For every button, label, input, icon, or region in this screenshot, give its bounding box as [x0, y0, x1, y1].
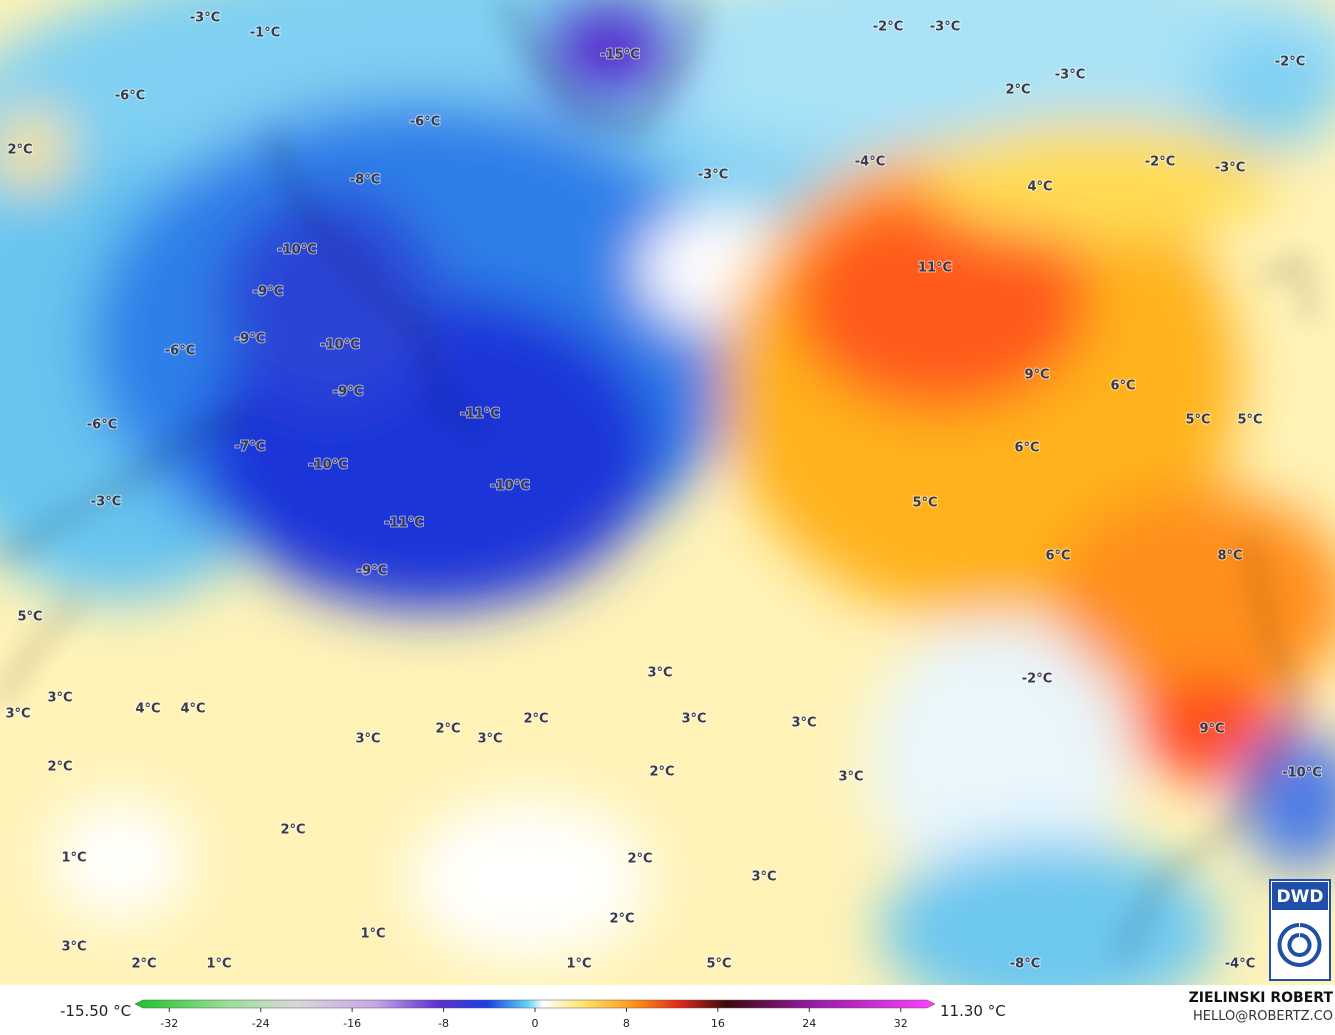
temperature-label: -9°C [235, 332, 265, 347]
temperature-label: 2°C [280, 823, 305, 838]
temperature-label: 2°C [627, 852, 652, 867]
temperature-label: -10°C [1282, 766, 1322, 781]
temperature-label: 6°C [1045, 549, 1070, 564]
temperature-label: -3°C [698, 168, 728, 183]
colorbar-tick-label: -16 [343, 1017, 361, 1030]
colorbar-tick-label: 32 [894, 1017, 908, 1030]
temperature-label: -15°C [600, 48, 640, 63]
colorbar-tick-label: 16 [711, 1017, 725, 1030]
colorbar-tick-label: 8 [623, 1017, 630, 1030]
temperature-label: 2°C [523, 712, 548, 727]
colorbar-tick-label: -32 [160, 1017, 178, 1030]
temperature-label: -6°C [410, 115, 440, 130]
temperature-label: -9°C [333, 385, 363, 400]
temperature-label: 2°C [7, 143, 32, 158]
temperature-label: 1°C [566, 957, 591, 972]
temperature-label: -3°C [930, 20, 960, 35]
temperature-label: -11°C [460, 407, 500, 422]
colorbar-tick-label: -8 [438, 1017, 449, 1030]
temperature-label: -7°C [235, 440, 265, 455]
temperature-label: 5°C [17, 610, 42, 625]
temperature-label: 3°C [5, 707, 30, 722]
temperature-label: -9°C [253, 285, 283, 300]
logo-swirl [1277, 923, 1322, 967]
temperature-label: -6°C [87, 418, 117, 433]
temperature-label: -11°C [384, 516, 424, 531]
colorbar-tick-label: 0 [532, 1017, 539, 1030]
temperature-label: 5°C [912, 496, 937, 511]
temperature-label: 4°C [135, 702, 160, 717]
temperature-label: -3°C [190, 11, 220, 26]
temperature-label: -10°C [277, 243, 317, 258]
temperature-label: 2°C [1005, 83, 1030, 98]
credit-email: HELLO@ROBERTZ.CO [1193, 1009, 1333, 1024]
temperature-label: -2°C [1145, 155, 1175, 170]
temperature-label: 1°C [360, 927, 385, 942]
temperature-label: 3°C [61, 940, 86, 955]
temperature-label: -6°C [115, 89, 145, 104]
temperature-label: -9°C [357, 564, 387, 579]
colorbar [134, 999, 936, 1009]
temperature-label: -2°C [873, 20, 903, 35]
temperature-label: 3°C [47, 691, 72, 706]
temperature-label: 9°C [1024, 368, 1049, 383]
temperature-label: -3°C [91, 495, 121, 510]
temperature-label: -10°C [320, 338, 360, 353]
temperature-label: 3°C [477, 732, 502, 747]
temperature-label: 3°C [838, 770, 863, 785]
temperature-label: -8°C [350, 173, 380, 188]
temperature-label: 6°C [1014, 441, 1039, 456]
temperature-label: 2°C [131, 957, 156, 972]
temperature-label: 2°C [609, 912, 634, 927]
temperature-label: 3°C [751, 870, 776, 885]
temperature-label: -8°C [1010, 957, 1040, 972]
temperature-label: -10°C [308, 458, 348, 473]
temperature-label: 3°C [791, 716, 816, 731]
colorbar-tick-label: 24 [802, 1017, 816, 1030]
temperature-label: -2°C [1275, 55, 1305, 70]
credit-name: ZIELINSKI ROBERT [1189, 990, 1334, 1006]
temperature-label: 11°C [918, 261, 952, 276]
temperature-label: 5°C [706, 957, 731, 972]
temperature-label: 6°C [1110, 379, 1135, 394]
temperature-label: -4°C [1225, 957, 1255, 972]
logo-text: DWD [1277, 887, 1324, 907]
temperature-label: 4°C [1027, 180, 1052, 195]
temperature-label: 3°C [647, 666, 672, 681]
temperature-label: 5°C [1185, 413, 1210, 428]
temperature-label: -3°C [1055, 68, 1085, 83]
colorbar-tick-label: -24 [252, 1017, 270, 1030]
temperature-label: 3°C [681, 712, 706, 727]
temperature-label: 9°C [1199, 722, 1224, 737]
temperature-label: -1°C [250, 26, 280, 41]
temperature-label: 3°C [355, 732, 380, 747]
footer [0, 985, 1335, 1035]
colorbar-max: 11.30 °C [940, 1002, 1006, 1020]
temperature-label: 8°C [1217, 549, 1242, 564]
temperature-label: 2°C [649, 765, 674, 780]
temperature-label: 2°C [47, 760, 72, 775]
temperature-label: 1°C [206, 957, 231, 972]
temperature-label: -6°C [165, 344, 195, 359]
colorbar-min: -15.50 °C [60, 1002, 131, 1020]
temperature-label: -3°C [1215, 161, 1245, 176]
temperature-label: -4°C [855, 155, 885, 170]
temperature-label: 2°C [435, 722, 460, 737]
temperature-label: 4°C [180, 702, 205, 717]
temperature-label: 5°C [1237, 413, 1262, 428]
logo-band [1272, 882, 1328, 910]
temperature-label: -10°C [490, 479, 530, 494]
temperature-label: -2°C [1022, 672, 1052, 687]
temperature-label: 1°C [61, 851, 86, 866]
